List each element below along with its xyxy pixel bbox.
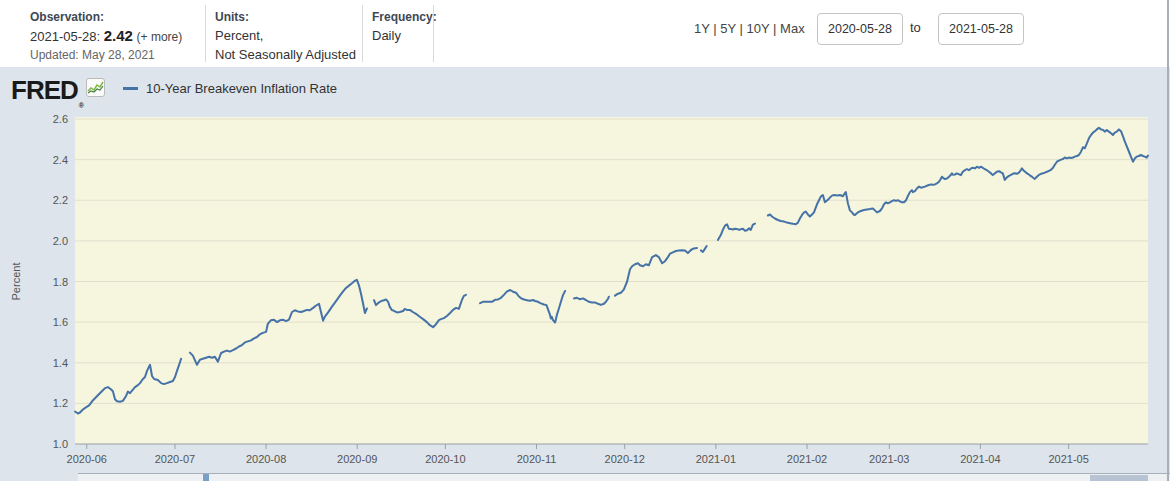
x-tick-label: 2021-01 (696, 453, 736, 465)
y-tick-label: 1.4 (53, 357, 68, 369)
y-axis-title: Percent (10, 263, 22, 301)
window-right-edge (1167, 0, 1169, 481)
x-tick-label: 2020-12 (605, 453, 645, 465)
x-tick-label: 2020-10 (425, 453, 465, 465)
x-tick-label: 2020-09 (337, 453, 377, 465)
x-tick-label: 2021-02 (787, 453, 827, 465)
y-tick-label: 1.6 (53, 316, 68, 328)
x-tick-label: 2020-06 (67, 453, 107, 465)
range-slider-mark[interactable] (203, 474, 209, 481)
x-tick-label: 2020-07 (155, 453, 195, 465)
range-slider-thumb[interactable] (1090, 475, 1148, 481)
x-tick-label: 2020-08 (246, 453, 286, 465)
y-tick-label: 2.2 (53, 194, 68, 206)
y-tick-label: 2.6 (53, 113, 68, 125)
y-tick-label: 1.0 (53, 438, 68, 450)
chart-canvas[interactable]: 1.0 1.2 1.4 1.6 1.8 2.0 2.2 2.4 2.6 2020-06 2020-0… (0, 0, 1170, 481)
plot-area[interactable] (75, 117, 1148, 444)
x-tick-label: 2021-03 (869, 453, 909, 465)
y-tick-label: 2.0 (53, 235, 68, 247)
x-tick-label: 2020-11 (517, 453, 557, 465)
y-tick-label: 2.4 (53, 154, 68, 166)
x-tick-label: 2021-05 (1048, 453, 1088, 465)
x-tick-label: 2021-04 (960, 453, 1000, 465)
y-tick-label: 1.8 (53, 276, 68, 288)
range-slider-track[interactable] (78, 474, 1170, 481)
y-tick-label: 1.2 (53, 397, 68, 409)
